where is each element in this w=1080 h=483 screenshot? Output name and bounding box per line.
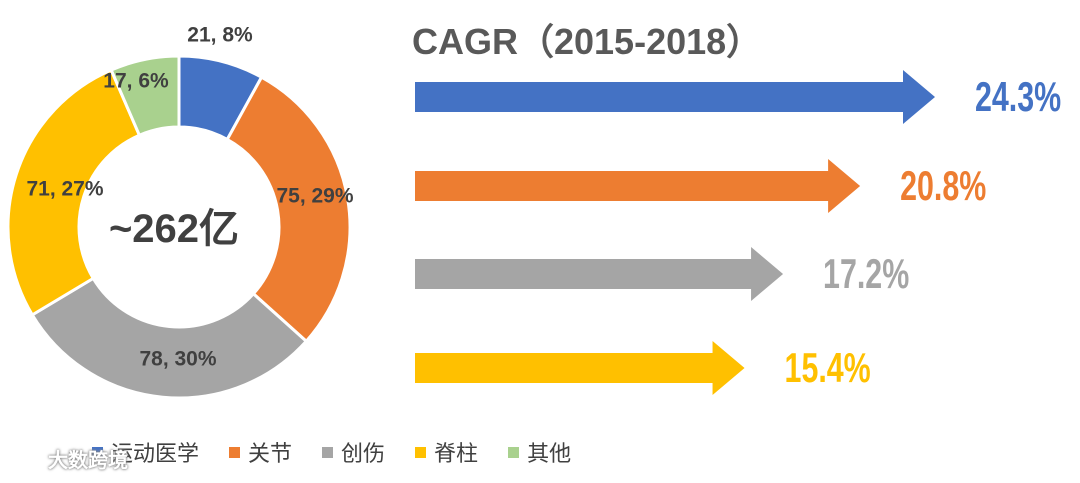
legend-label: 运动医学 bbox=[111, 442, 200, 467]
cagr-value-label-4: 15.4% bbox=[785, 344, 871, 391]
watermark-text: 大数跨境 bbox=[48, 448, 128, 472]
donut-slice-spine bbox=[6, 68, 142, 317]
legend-label: 脊柱 bbox=[434, 442, 479, 467]
legend-item-sports-medicine: 运动医学 bbox=[92, 436, 199, 468]
slice-label-sports-medicine: 21, 8% bbox=[187, 24, 253, 47]
legend-item-trauma: 创伤 bbox=[322, 436, 385, 468]
cagr-arrow-3 bbox=[415, 247, 784, 301]
cagr-value-label-2: 20.8% bbox=[900, 162, 986, 209]
donut-slice-trauma bbox=[30, 276, 309, 400]
legend-item-spine: 脊柱 bbox=[415, 436, 478, 468]
legend-swatch bbox=[229, 446, 241, 458]
legend-item-other: 其他 bbox=[508, 436, 571, 468]
donut-center-label: ~262亿 bbox=[109, 207, 239, 251]
donut-slice-other bbox=[109, 54, 181, 138]
donut-slice-joint bbox=[225, 75, 352, 344]
legend-swatch bbox=[92, 446, 103, 458]
slice-label-trauma: 78, 30% bbox=[139, 348, 216, 371]
cagr-arrows: 24.3% 20.8% 17.2% 15.4% bbox=[415, 70, 1061, 395]
cagr-arrow-2 bbox=[415, 159, 861, 213]
cagr-arrow-1 bbox=[415, 70, 935, 124]
brand-logo-icon bbox=[8, 449, 41, 468]
legend-item-joint: 关节 bbox=[229, 436, 292, 468]
legend-label: 创伤 bbox=[341, 442, 386, 467]
legend-label: 其他 bbox=[527, 442, 572, 467]
cagr-arrow-4 bbox=[415, 341, 745, 395]
slice-label-other: 17, 6% bbox=[103, 70, 169, 93]
cagr-value-label-1: 24.3% bbox=[975, 73, 1061, 120]
legend-label: 关节 bbox=[248, 442, 293, 467]
legend-swatch bbox=[322, 446, 334, 458]
watermark: 大数跨境 bbox=[8, 444, 128, 473]
cagr-title: CAGR（2015-2018） bbox=[412, 21, 762, 62]
donut-chart: 21, 8% 75, 29% 78, 30% 71, 27% 17, 6% bbox=[6, 24, 354, 400]
legend-swatch bbox=[508, 446, 520, 458]
cagr-value-label-3: 17.2% bbox=[823, 250, 909, 297]
legend-swatch bbox=[415, 446, 427, 458]
legend: 运动医学 关节 创伤 脊柱 其他 bbox=[92, 436, 571, 468]
slice-label-joint: 75, 29% bbox=[276, 185, 353, 208]
slice-label-spine: 71, 27% bbox=[26, 178, 103, 201]
